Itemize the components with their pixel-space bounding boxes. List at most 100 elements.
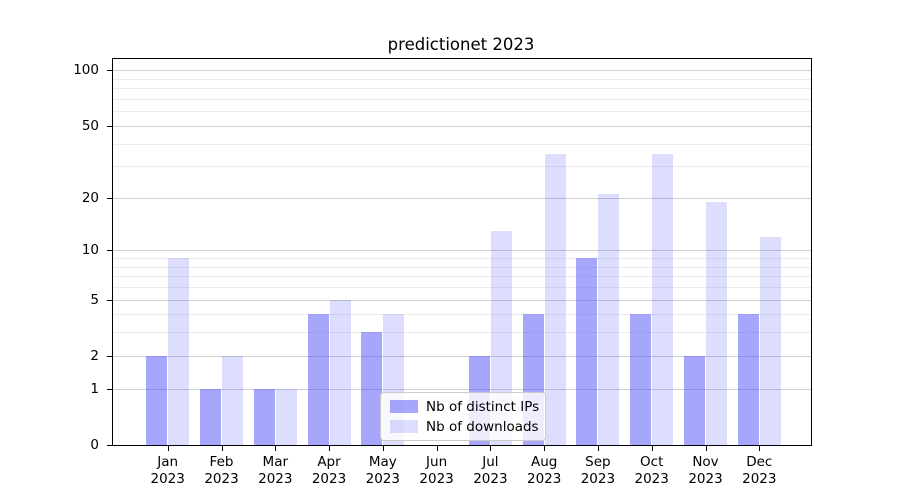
bar-downloads-apr-2023 [329,299,351,445]
y-tick-mark [107,299,112,301]
legend-label: Nb of distinct IPs [426,398,540,415]
x-tick-year: 2023 [634,470,669,487]
bar-downloads-dec-2023 [759,236,781,445]
y-gridline-minor [113,166,811,168]
y-gridline-major [113,197,811,199]
bar-distinct-ips-feb-2023 [200,388,221,445]
y-gridline-major [113,250,811,252]
x-tick-label: Jul 2023 [455,454,525,487]
x-tick-mark [436,446,438,451]
plot-area [112,58,812,446]
x-tick-year: 2023 [742,470,777,487]
y-gridline-major [113,299,811,301]
y-tick-label: 1 [90,380,99,397]
y-gridline-minor [113,98,811,100]
y-gridline-major [113,355,811,357]
x-tick-mark [275,446,277,451]
bar-downloads-jan-2023 [168,258,190,445]
bar-downloads-sep-2023 [598,194,620,445]
y-tick-label: 2 [90,347,99,364]
y-tick-mark [107,388,112,390]
bar-downloads-feb-2023 [222,355,243,445]
y-gridline-major [113,388,811,390]
chart-title: predictionet 2023 [387,35,535,54]
y-tick-label: 10 [81,242,99,259]
bar-downloads-nov-2023 [706,201,727,445]
legend: Nb of distinct IPs Nb of downloads [380,392,546,441]
x-tick-label: Jan 2023 [133,454,203,487]
x-tick-label: Mar 2023 [240,454,310,487]
y-tick-label: 100 [73,62,99,79]
y-gridline-minor [113,332,811,334]
y-gridline-minor [113,287,811,288]
x-tick-month: Feb [209,454,234,470]
y-tick-label: 5 [90,291,99,308]
x-tick-year: 2023 [311,470,347,487]
x-tick-label: Oct 2023 [617,454,687,487]
bar-downloads-oct-2023 [652,154,674,445]
x-tick-mark [544,446,546,451]
x-tick-year: 2023 [365,470,400,487]
x-tick-label: Nov 2023 [671,454,741,487]
x-tick-year: 2023 [473,470,508,487]
x-tick-month: Jul [482,454,499,470]
x-tick-month: Mar [262,454,289,470]
y-tick-label: 0 [90,437,99,453]
y-gridline-minor [113,88,811,90]
y-gridline-major [113,70,811,72]
bar-downloads-jul-2023 [490,230,512,445]
x-tick-year: 2023 [204,470,239,487]
x-tick-month: Sep [585,454,611,470]
y-gridline-minor [113,78,811,80]
y-gridline-minor [113,266,811,268]
x-tick-label: May 2023 [348,454,418,487]
y-gridline-minor [113,258,811,259]
x-tick-mark [651,446,653,451]
bar-distinct-ips-apr-2023 [307,314,329,445]
bar-distinct-ips-nov-2023 [684,355,705,445]
x-tick-year: 2023 [150,470,185,487]
x-tick-mark [167,446,169,451]
x-tick-year: 2023 [419,470,454,487]
x-tick-label: Apr 2023 [294,454,364,487]
y-tick-mark [107,70,112,72]
x-tick-month: Jun [426,454,448,470]
y-gridline-minor [113,143,811,145]
bar-distinct-ips-dec-2023 [737,314,759,445]
x-tick-month: Apr [317,454,341,470]
bar-distinct-ips-sep-2023 [576,258,598,445]
bar-distinct-ips-may-2023 [361,332,383,445]
bar-downloads-mar-2023 [275,388,297,445]
x-tick-mark [759,446,761,451]
y-tick-mark [107,445,112,446]
x-tick-label: Jun 2023 [402,454,472,487]
y-tick-mark [107,355,112,357]
bar-downloads-aug-2023 [544,154,566,445]
legend-swatch [390,420,418,433]
y-tick-label: 20 [81,189,99,206]
x-tick-mark [597,446,599,451]
y-tick-label: 50 [81,117,99,134]
x-tick-month: Aug [531,454,558,470]
x-tick-mark [221,446,223,451]
x-tick-year: 2023 [580,470,616,487]
x-tick-month: Oct [640,454,664,470]
x-tick-year: 2023 [258,470,293,487]
x-tick-mark [329,446,330,451]
y-gridline-major [113,125,811,127]
x-tick-mark [382,446,384,451]
legend-item-distinct-ips: Nb of distinct IPs [390,398,540,415]
x-tick-year: 2023 [688,470,723,487]
y-tick-mark [107,125,112,127]
y-tick-mark [107,197,112,199]
x-tick-month: Dec [746,454,773,470]
bar-distinct-ips-jan-2023 [146,355,168,445]
x-tick-label: Feb 2023 [187,454,257,487]
legend-item-downloads: Nb of downloads [390,418,539,435]
y-gridline-minor [113,276,811,278]
bar-distinct-ips-mar-2023 [253,388,275,445]
x-tick-year: 2023 [527,470,562,487]
x-tick-month: May [368,454,397,470]
x-tick-label: Aug 2023 [509,454,579,487]
